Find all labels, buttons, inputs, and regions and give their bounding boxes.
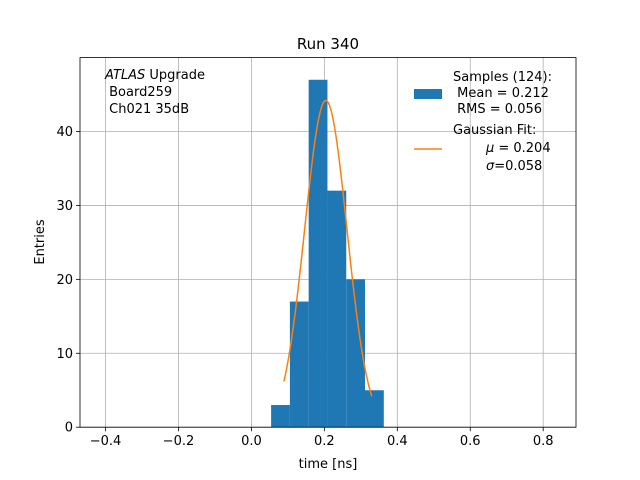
annotation-atlas: ATLAS <box>104 68 145 83</box>
x-tick-label: −0.4 <box>90 434 122 449</box>
legend-samples-mean: Mean = 0.212 <box>453 86 549 101</box>
annotation-upgrade: Upgrade <box>145 68 205 83</box>
y-tick-label: 10 <box>56 347 73 362</box>
annotation-channel: Ch021 35dB <box>105 102 189 117</box>
histogram-bars <box>271 79 384 428</box>
x-tick-label: 0.0 <box>241 434 262 449</box>
legend-fit-mu: μ = 0.204 <box>457 141 571 156</box>
x-tick-label: 0.6 <box>460 434 481 449</box>
x-tick-label: 0.4 <box>387 434 408 449</box>
legend-fit-line-1: Gaussian Fit: <box>453 123 536 138</box>
legend-fit-sigma: σ=0.058 <box>457 159 563 174</box>
sigma-value: =0.058 <box>494 159 542 174</box>
gaussian-fit-curve <box>283 99 373 397</box>
annotation-line-1: ATLAS Upgrade <box>104 68 205 83</box>
x-axis-label: time [ns] <box>299 457 358 472</box>
legend: Samples (124): Mean = 0.212 RMS = 0.056 … <box>414 70 571 174</box>
histogram-bar <box>346 279 366 428</box>
chart-title: Run 340 <box>297 35 359 53</box>
histogram-bar <box>308 79 328 428</box>
legend-samples-rms: RMS = 0.056 <box>453 102 542 117</box>
mu-symbol: μ <box>485 141 494 156</box>
y-axis-ticks: 0 10 20 30 40 <box>56 125 80 436</box>
legend-samples-patch <box>414 89 442 99</box>
plot-frame <box>79 57 577 428</box>
annotation-board: Board259 <box>105 85 172 100</box>
legend-samples-line-1: Samples (124): <box>453 70 552 85</box>
mu-value: = 0.204 <box>494 141 550 156</box>
y-tick-label: 30 <box>56 199 73 214</box>
x-tick-label: 0.8 <box>533 434 554 449</box>
y-tick-label: 20 <box>56 273 73 288</box>
y-axis-label: Entries <box>33 219 48 265</box>
histogram-bar <box>271 405 290 428</box>
sigma-symbol: σ <box>486 159 495 174</box>
x-tick-label: 0.2 <box>314 434 335 449</box>
x-tick-label: −0.2 <box>163 434 195 449</box>
atlas-annotation: ATLAS Upgrade Board259 Ch021 35dB <box>104 68 205 117</box>
y-tick-label: 0 <box>65 421 73 436</box>
histogram-bar <box>289 301 309 428</box>
histogram-bar <box>365 390 384 428</box>
y-tick-label: 40 <box>56 125 73 140</box>
histogram-bar <box>327 190 347 428</box>
x-axis-ticks: −0.4 −0.2 0.0 0.2 0.4 0.6 0.8 <box>90 427 554 449</box>
